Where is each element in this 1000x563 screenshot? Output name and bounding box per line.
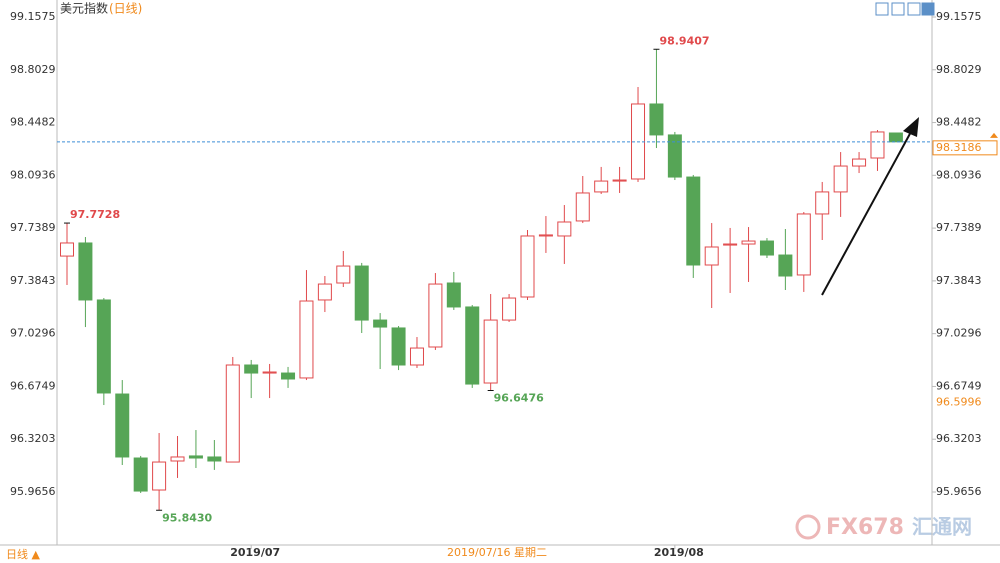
candle-body	[317, 283, 332, 301]
candle-body	[538, 234, 553, 237]
candle-body	[833, 165, 848, 193]
tool-icon[interactable]	[891, 2, 905, 16]
candle-body	[870, 131, 885, 159]
candle-body	[723, 243, 738, 246]
extreme-label: 97.7728	[70, 208, 120, 221]
crosshair-date: 2019/07/16 星期二	[447, 546, 547, 559]
last-price-arrow	[990, 132, 998, 138]
y-tick-label: 96.6749	[10, 379, 56, 392]
chart-title: 美元指数	[60, 1, 108, 16]
y-tick-label: 97.3843	[936, 274, 982, 287]
candle-body	[594, 180, 609, 193]
watermark-logo	[795, 514, 821, 540]
candle-body	[244, 364, 259, 374]
candle-body	[741, 240, 756, 245]
toolbar	[875, 2, 935, 16]
candle-body	[575, 192, 590, 222]
y-tick-label: 97.3843	[10, 274, 56, 287]
candle-body	[281, 372, 296, 380]
candle-body	[557, 221, 572, 237]
chart-subtitle: (日线)	[109, 2, 142, 16]
arrow-line	[821, 129, 913, 296]
candle-body	[483, 319, 498, 384]
candle-body	[299, 300, 314, 379]
candle-body	[373, 319, 388, 328]
crosshair-date-box	[440, 546, 554, 561]
plot: 99.1575 99.1575 98.8029 98.8029 98.4482 98.44…	[10, 10, 998, 561]
tool-icon[interactable]	[907, 2, 921, 16]
y-tick-label: 95.9656	[10, 485, 56, 498]
candle-body	[96, 299, 111, 394]
watermark-text: 汇通网	[912, 515, 972, 539]
candle-body	[207, 456, 222, 462]
y-tick-label: 96.3203	[936, 432, 982, 445]
candle-body	[704, 246, 719, 266]
candle-body	[667, 134, 682, 178]
extreme-label: 96.6476	[494, 392, 544, 405]
last-price-box	[932, 140, 998, 156]
candle-body	[428, 283, 443, 348]
candle-body	[446, 282, 461, 308]
candle-body	[115, 393, 130, 458]
y-tick-label: 99.1575	[936, 10, 982, 23]
candle-body	[78, 242, 93, 301]
arrow-head	[903, 117, 919, 137]
candle-body	[409, 347, 424, 366]
last-price-label: 98.3186	[936, 141, 982, 154]
y-tick-label: 97.0296	[10, 327, 56, 340]
y-tick-label: 98.8029	[10, 63, 56, 76]
y-tick-label: 98.4482	[936, 116, 982, 129]
y-tick-label: 97.7389	[936, 221, 982, 234]
candle-body	[152, 461, 167, 491]
candle-body	[778, 254, 793, 277]
candle-body	[759, 240, 774, 256]
candle-body	[852, 158, 867, 167]
candle-body	[170, 456, 185, 462]
candle-body	[502, 297, 517, 321]
y-tick-label: 96.6749	[936, 379, 982, 392]
candle-body	[465, 306, 480, 385]
candle-body	[188, 455, 203, 459]
y-tick-label: 98.0936	[10, 168, 56, 181]
trend-arrow	[821, 117, 919, 296]
candle-body	[354, 265, 369, 321]
candle-body	[815, 191, 830, 215]
tool-icon[interactable]	[921, 2, 935, 16]
period-label: 日线 ▲	[6, 547, 40, 561]
extreme-label: 98.9407	[659, 34, 709, 47]
candle-body	[686, 176, 701, 266]
crosshair-value: 96.5996	[936, 396, 982, 409]
x-tick-label: 2019/07	[230, 546, 280, 559]
y-tick-label: 97.0296	[936, 327, 982, 340]
x-tick-label: 2019/08	[654, 546, 704, 559]
y-tick-label: 95.9656	[936, 485, 982, 498]
candle-body	[888, 132, 903, 143]
y-tick-label: 99.1575	[10, 10, 56, 23]
watermark-text: FX678	[826, 515, 904, 540]
y-tick-label: 98.8029	[936, 63, 982, 76]
tool-icon[interactable]	[875, 2, 889, 16]
candle-body	[391, 327, 406, 366]
candle-body	[796, 213, 811, 276]
y-tick-label: 98.0936	[936, 168, 982, 181]
watermark: FX678 汇通网	[795, 514, 972, 540]
y-tick-label: 98.4482	[10, 116, 56, 129]
y-tick-label: 97.7389	[10, 221, 56, 234]
candle-body	[262, 371, 277, 374]
candle-body	[520, 235, 535, 298]
candle-body	[225, 364, 240, 463]
candle-body	[133, 457, 148, 492]
candle-body	[336, 265, 351, 284]
candle-body	[60, 242, 74, 257]
extreme-label: 95.8430	[162, 511, 212, 524]
candle-body	[612, 179, 627, 182]
y-tick-label: 96.3203	[10, 432, 56, 445]
candle-body	[649, 103, 664, 136]
